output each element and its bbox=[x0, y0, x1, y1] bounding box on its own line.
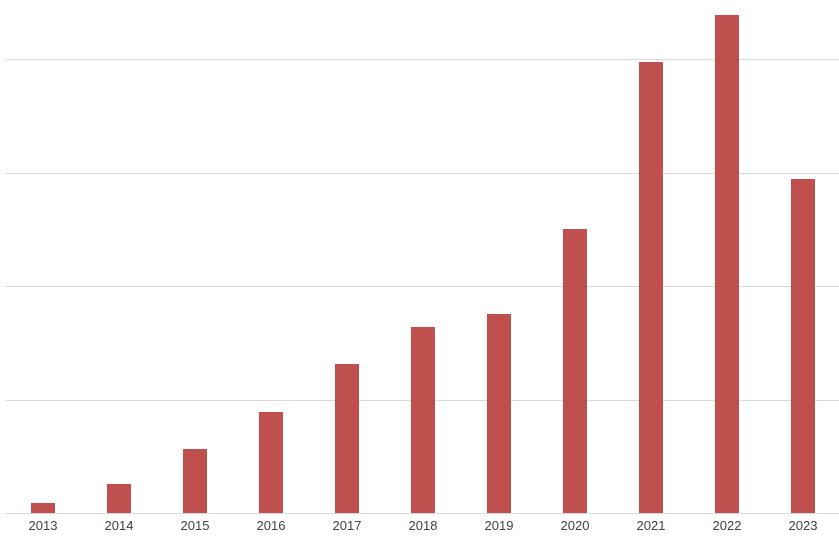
x-axis-tick-label: 2017 bbox=[332, 518, 362, 533]
bar-slot bbox=[5, 0, 81, 513]
x-axis-tick-label: 2022 bbox=[712, 518, 742, 533]
x-axis-tick-label: 2015 bbox=[180, 518, 210, 533]
bars-layer bbox=[5, 0, 839, 513]
bar-slot bbox=[613, 0, 689, 513]
bar-slot bbox=[157, 0, 233, 513]
bar-2015 bbox=[183, 449, 207, 513]
bar-2019 bbox=[487, 314, 511, 513]
bar-2023 bbox=[791, 179, 815, 513]
bar-slot bbox=[689, 0, 765, 513]
bar-2014 bbox=[107, 483, 131, 513]
bar-slot bbox=[461, 0, 537, 513]
gridline bbox=[5, 286, 839, 287]
bar-slot bbox=[233, 0, 309, 513]
bar-2021 bbox=[639, 62, 663, 513]
x-axis-tick-label: 2016 bbox=[256, 518, 286, 533]
x-axis-tick-label: 2018 bbox=[408, 518, 438, 533]
x-axis-line bbox=[5, 513, 839, 514]
x-axis-tick-label: 2020 bbox=[560, 518, 590, 533]
bar-2022 bbox=[715, 14, 739, 513]
gridline bbox=[5, 59, 839, 60]
bar-slot bbox=[537, 0, 613, 513]
bar-2016 bbox=[259, 412, 283, 513]
bar-2013 bbox=[31, 502, 55, 513]
gridline bbox=[5, 173, 839, 174]
bar-2018 bbox=[411, 326, 435, 513]
x-axis-tick-label: 2023 bbox=[788, 518, 818, 533]
x-axis-tick-label: 2013 bbox=[28, 518, 58, 533]
bar-slot bbox=[309, 0, 385, 513]
bar-2020 bbox=[563, 229, 587, 513]
bar-slot bbox=[81, 0, 157, 513]
bar-2017 bbox=[335, 364, 359, 513]
bar-slot bbox=[385, 0, 461, 513]
x-axis-tick-labels: 2013 2014 2015 2016 2017 2018 2019 2020 2021 2022… bbox=[5, 518, 839, 534]
x-axis-tick-label: 2021 bbox=[636, 518, 666, 533]
x-axis-tick-label: 2014 bbox=[104, 518, 134, 533]
x-axis-tick-label: 2019 bbox=[484, 518, 514, 533]
bar-slot bbox=[765, 0, 839, 513]
